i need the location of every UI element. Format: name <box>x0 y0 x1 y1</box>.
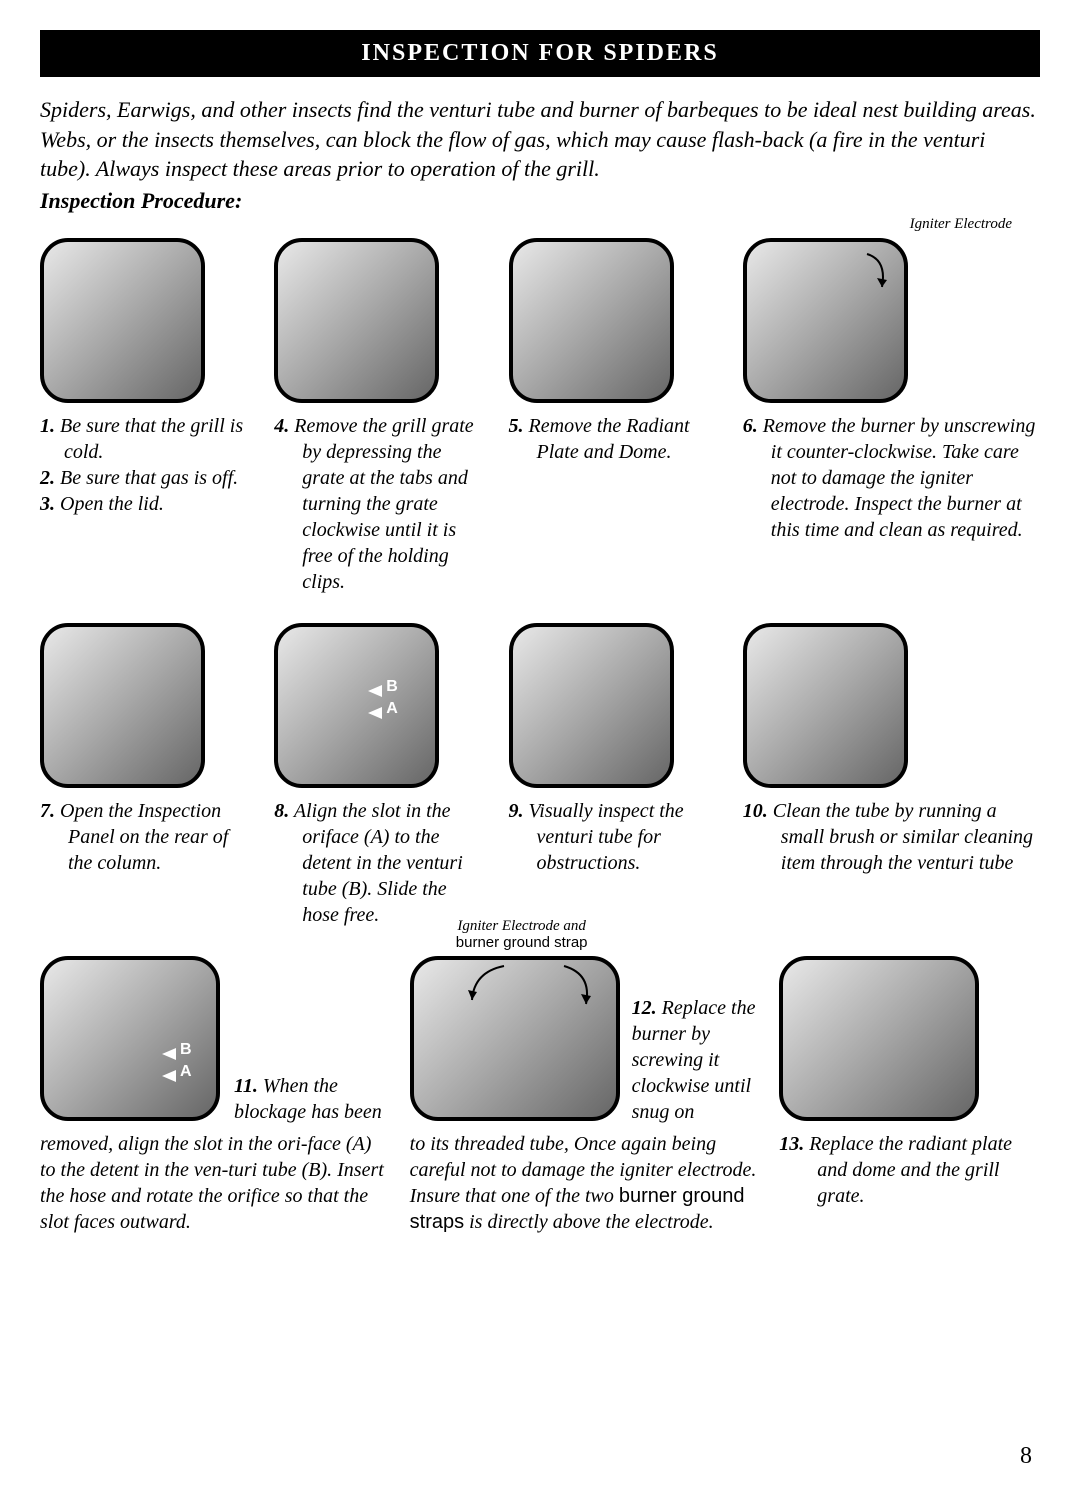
procedure-subheading: Inspection Procedure: <box>40 188 1040 214</box>
step-12-body: to its threaded tube, Once again being c… <box>410 1131 758 1235</box>
step-10-text: 10. Clean the tube by running a small br… <box>743 798 1040 876</box>
label-b: B <box>180 1041 192 1059</box>
step-image-1 <box>40 238 205 403</box>
step-cell-9: 9. Visually inspect the venturi tube for… <box>509 623 721 928</box>
arrow-b-icon <box>368 685 382 697</box>
step-9-text: 9. Visually inspect the venturi tube for… <box>509 798 721 876</box>
step-6-text: 6. Remove the burner by unscrewing it co… <box>743 413 1040 543</box>
step-cell-1-3: 1. Be sure that the grill is cold.2. Be … <box>40 238 252 595</box>
section-header: INSPECTION FOR SPIDERS <box>40 30 1040 77</box>
step-cell-4: 4. Remove the grill grate by depressing … <box>274 238 486 595</box>
callout-arrow-icon <box>414 960 620 1121</box>
label-b: B <box>386 678 398 696</box>
step-image-12 <box>410 956 620 1121</box>
step-image-13 <box>779 956 979 1121</box>
step-cell-8: B A 8. Align the slot in the oriface (A)… <box>274 623 486 928</box>
step-image-6 <box>743 238 908 403</box>
page-number: 8 <box>1020 1443 1032 1470</box>
step-5-text: 5. Remove the Radiant Plate and Dome. <box>509 413 721 465</box>
step-row-3: B A 11. When the blockage has been remov… <box>40 956 1040 1235</box>
step-8-text: 8. Align the slot in the oriface (A) to … <box>274 798 486 928</box>
steps-1-3-list: 1. Be sure that the grill is cold.2. Be … <box>40 413 252 517</box>
step-list-item: 1. Be sure that the grill is cold. <box>40 413 252 465</box>
step-image-8: B A <box>274 623 439 788</box>
step-cell-5: 5. Remove the Radiant Plate and Dome. <box>509 238 721 595</box>
step-image-11: B A <box>40 956 220 1121</box>
step-image-5 <box>509 238 674 403</box>
step-4-text: 4. Remove the grill grate by depressing … <box>274 413 486 595</box>
step-row-1: 1. Be sure that the grill is cold.2. Be … <box>40 238 1040 595</box>
step-13-text: 13. Replace the radiant plate and dome a… <box>779 1131 1040 1209</box>
label-a: A <box>180 1063 192 1081</box>
step-image-4 <box>274 238 439 403</box>
intro-paragraph: Spiders, Earwigs, and other insects find… <box>40 95 1040 184</box>
arrow-b-icon <box>162 1048 176 1060</box>
step-cell-12: Igniter Electrode andburner ground strap… <box>410 956 758 1235</box>
arrow-a-icon <box>368 707 382 719</box>
step-cell-7: 7. Open the Inspection Panel on the rear… <box>40 623 252 928</box>
step-cell-10: 10. Clean the tube by running a small br… <box>743 623 1040 928</box>
igniter-strap-label: Igniter Electrode andburner ground strap <box>422 918 622 951</box>
step-image-10 <box>743 623 908 788</box>
step-11-lead: 11. When the blockage has been <box>234 1073 388 1131</box>
step-image-9 <box>509 623 674 788</box>
step-7-text: 7. Open the Inspection Panel on the rear… <box>40 798 252 876</box>
step-cell-6: Igniter Electrode 6. Remove the burner b… <box>743 238 1040 595</box>
step-cell-11: B A 11. When the blockage has been remov… <box>40 956 388 1235</box>
step-row-2: 7. Open the Inspection Panel on the rear… <box>40 623 1040 928</box>
step-12-lead: 12. Replace the burner by screwing it cl… <box>632 995 758 1131</box>
callout-arrow-icon <box>747 242 908 403</box>
label-a: A <box>386 700 398 718</box>
step-cell-13: 13. Replace the radiant plate and dome a… <box>779 956 1040 1235</box>
step-list-item: 2. Be sure that gas is off. <box>40 465 252 491</box>
arrow-a-icon <box>162 1070 176 1082</box>
igniter-electrode-label: Igniter Electrode <box>910 216 1012 233</box>
step-image-7 <box>40 623 205 788</box>
step-list-item: 3. Open the lid. <box>40 491 252 517</box>
step-11-body: removed, align the slot in the ori-face … <box>40 1131 388 1235</box>
